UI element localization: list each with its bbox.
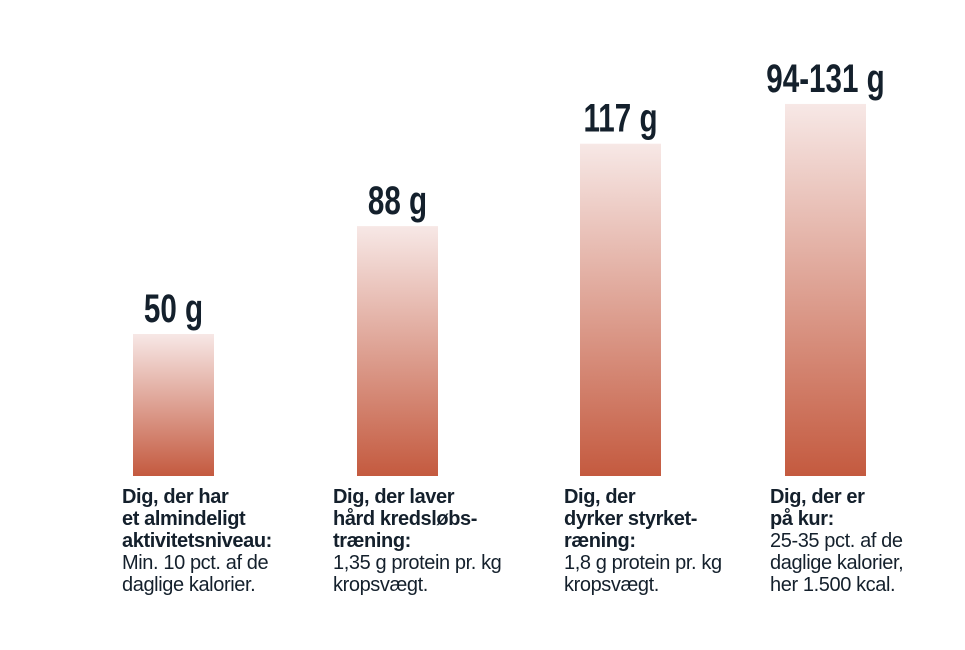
data-label-3: 117 g <box>583 96 657 140</box>
bar-4 <box>785 103 866 477</box>
category-description-4: Dig, der er på kur: 25-35 pct. af de dag… <box>770 486 965 596</box>
category-detail-3: 1,8 g protein pr. kg kropsvægt. <box>564 552 722 596</box>
category-heading-1: Dig, der har et almindeligt aktivitetsni… <box>122 486 272 552</box>
category-description-3: Dig, der dyrker styrket- ræning: 1,8 g p… <box>564 486 774 596</box>
category-detail-2: 1,35 g protein pr. kg kropsvægt. <box>333 552 502 596</box>
category-heading-3: Dig, der dyrker styrket- ræning: <box>564 486 697 552</box>
category-heading-2: Dig, der laver hård kredsløbs- træning: <box>333 486 478 552</box>
category-detail-4: 25-35 pct. af de daglige kalorier, her 1… <box>770 530 904 596</box>
bar-1 <box>133 334 214 476</box>
data-label-2: 88 g <box>368 179 427 223</box>
category-heading-4: Dig, der er på kur: <box>770 486 865 530</box>
category-description-2: Dig, der laver hård kredsløbs- træning: … <box>333 486 543 596</box>
bar-3 <box>580 143 661 476</box>
data-label-1: 50 g <box>144 287 203 331</box>
data-label-4: 94-131 g <box>766 57 884 101</box>
category-description-1: Dig, der har et almindeligt aktivitetsni… <box>122 486 332 596</box>
category-detail-1: Min. 10 pct. af de daglige kalorier. <box>122 552 269 596</box>
bar-2 <box>357 226 438 476</box>
